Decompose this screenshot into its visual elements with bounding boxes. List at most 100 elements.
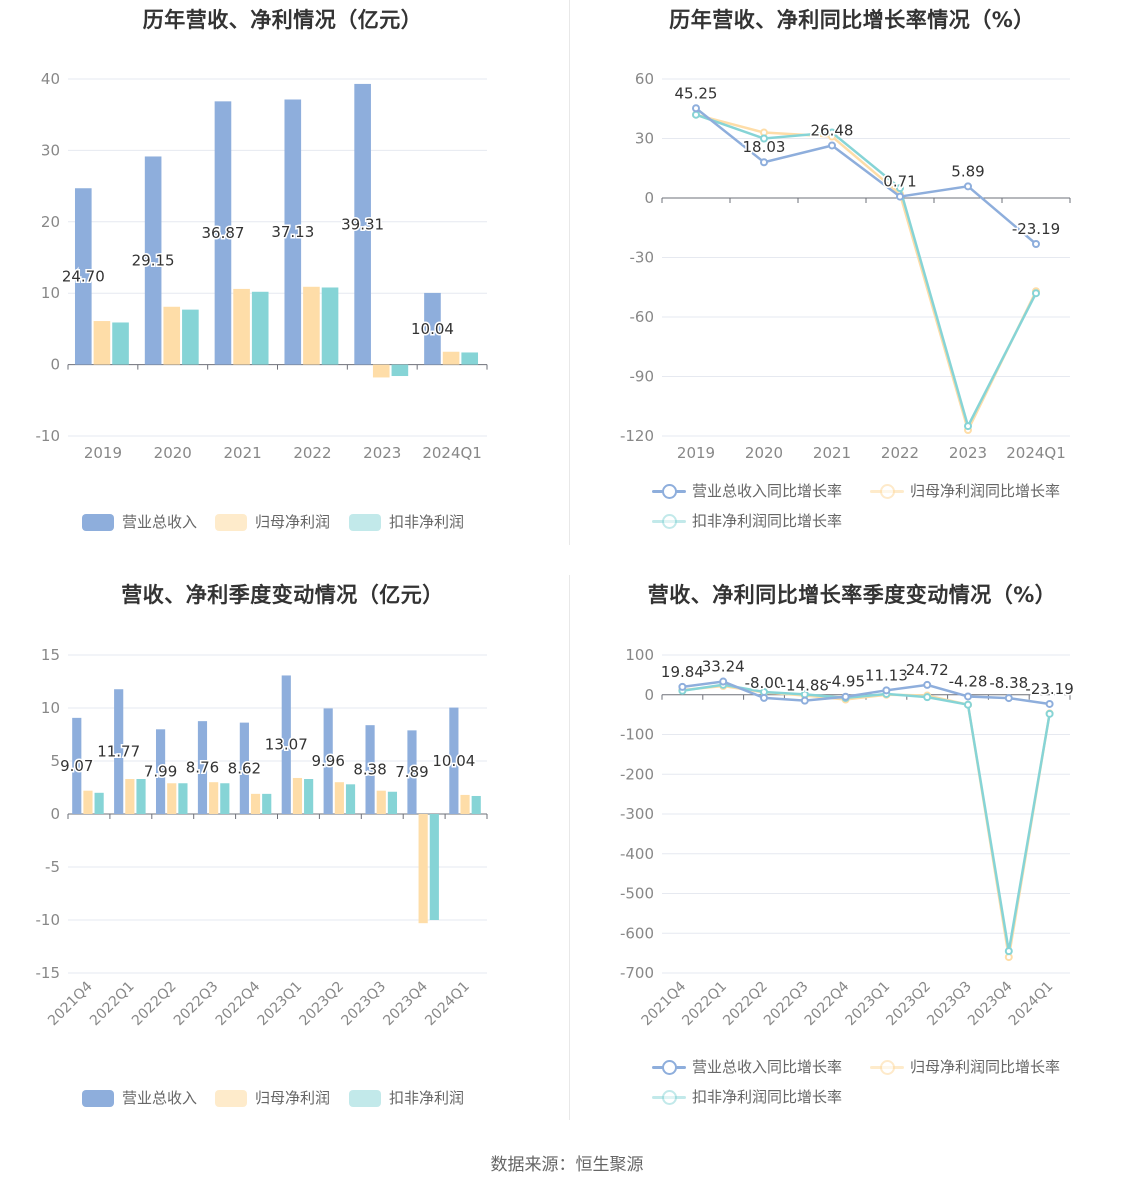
bar bbox=[304, 779, 314, 814]
x-tick-label: 2024Q1 bbox=[422, 444, 482, 462]
chart-legend: 营业总收入同比增长率 归母净利润同比增长率 扣非净利润同比增长率 bbox=[570, 1056, 1134, 1116]
y-tick-label: -30 bbox=[630, 249, 655, 267]
data-label: 11.13 bbox=[865, 666, 908, 684]
series-line bbox=[695, 113, 1038, 434]
legend-item-revenue[interactable]: 营业总收入 bbox=[82, 511, 197, 532]
legend-item-net-profit-growth[interactable]: 归母净利润同比增长率 bbox=[870, 1056, 1060, 1077]
legend-item-deducted-profit[interactable]: 扣非净利润 bbox=[349, 1087, 464, 1108]
chart-legend: 营业总收入同比增长率 归母净利润同比增长率 扣非净利润同比增长率 bbox=[570, 480, 1134, 540]
bar bbox=[449, 707, 459, 814]
legend-item-revenue[interactable]: 营业总收入 bbox=[82, 1087, 197, 1108]
y-tick-label: 100 bbox=[625, 646, 654, 664]
data-label: 9.96 bbox=[311, 752, 344, 770]
legend-item-deducted-profit[interactable]: 扣非净利润 bbox=[349, 511, 464, 532]
series-line bbox=[682, 684, 1051, 958]
x-tick-label: 2024Q1 bbox=[1006, 444, 1066, 462]
legend-item-revenue-growth[interactable]: 营业总收入同比增长率 bbox=[652, 1056, 842, 1077]
bar bbox=[461, 352, 479, 365]
x-tick-label: 2023Q2 bbox=[883, 979, 934, 1030]
bar bbox=[303, 286, 320, 365]
data-point bbox=[692, 110, 700, 119]
legend-item-net-profit[interactable]: 归母净利润 bbox=[215, 1087, 330, 1108]
data-label: 8.76 bbox=[186, 759, 219, 777]
bar bbox=[442, 351, 460, 365]
legend-item-net-profit-growth[interactable]: 归母净利润同比增长率 bbox=[870, 480, 1060, 501]
bar bbox=[424, 292, 441, 365]
y-tick-label: 0 bbox=[50, 356, 60, 374]
legend-label: 营业总收入同比增长率 bbox=[692, 482, 843, 500]
legend-swatch bbox=[349, 1090, 381, 1107]
y-tick-label: -15 bbox=[36, 964, 61, 982]
bar bbox=[376, 790, 386, 814]
x-tick-label: 2022Q4 bbox=[213, 978, 264, 1029]
bar bbox=[372, 364, 390, 378]
legend-line-icon bbox=[870, 1059, 904, 1076]
data-label: -4.28 bbox=[949, 672, 988, 690]
bar bbox=[387, 791, 398, 814]
data-label: 24.70 bbox=[62, 267, 105, 285]
data-label: 10.04 bbox=[432, 752, 475, 770]
data-point bbox=[760, 134, 768, 143]
x-tick-label: 2022Q3 bbox=[171, 979, 222, 1030]
data-point bbox=[964, 700, 972, 709]
bar bbox=[209, 782, 219, 814]
chart-title: 历年营收、净利情况（亿元） bbox=[142, 8, 423, 32]
legend-line-icon bbox=[652, 513, 686, 530]
data-label: 13.07 bbox=[265, 736, 308, 754]
legend-line-icon bbox=[652, 483, 686, 500]
data-label: -4.95 bbox=[826, 673, 865, 691]
data-point bbox=[896, 192, 904, 201]
y-tick-label: -10 bbox=[36, 427, 61, 445]
annual-growth-rate-chart: 历年营收、净利同比增长率情况（%） -120 -90 -60 -30 0 30 60 2019… bbox=[570, 0, 1134, 545]
data-point bbox=[964, 422, 972, 431]
x-tick-label: 2021 bbox=[223, 444, 261, 462]
bar bbox=[262, 793, 272, 814]
legend-label: 扣非净利润 bbox=[389, 513, 465, 531]
x-tick-label: 2023 bbox=[363, 444, 401, 462]
data-label: 33.24 bbox=[702, 658, 745, 676]
series-line bbox=[682, 683, 1051, 952]
legend-item-deducted-growth[interactable]: 扣非净利润同比增长率 bbox=[652, 1086, 842, 1107]
chart-legend: 营业总收入 归母净利润 扣非净利润 bbox=[0, 511, 565, 533]
data-point bbox=[923, 693, 932, 702]
x-tick-label: 2022Q2 bbox=[720, 979, 771, 1030]
data-label: -23.19 bbox=[1012, 220, 1060, 238]
bar bbox=[365, 725, 375, 814]
data-label: -8.00 bbox=[745, 674, 784, 692]
data-label: 5.89 bbox=[951, 162, 984, 180]
bar bbox=[334, 782, 344, 814]
data-label: 18.03 bbox=[743, 138, 786, 156]
x-tick-label: 2024Q1 bbox=[422, 979, 473, 1030]
bar bbox=[471, 795, 481, 814]
legend-swatch bbox=[82, 1090, 114, 1107]
x-tick-label: 2021Q4 bbox=[45, 978, 96, 1029]
chart-title: 历年营收、净利同比增长率情况（%） bbox=[669, 8, 1035, 32]
legend-item-deducted-growth[interactable]: 扣非净利润同比增长率 bbox=[652, 510, 842, 531]
legend-swatch bbox=[215, 1090, 247, 1107]
bar bbox=[292, 777, 303, 814]
data-label: 39.31 bbox=[341, 215, 384, 233]
data-point bbox=[678, 682, 687, 691]
bar bbox=[114, 689, 124, 814]
series-line bbox=[695, 107, 1037, 245]
bar bbox=[284, 99, 302, 365]
chart-legend: 营业总收入 归母净利润 扣非净利润 bbox=[0, 1087, 565, 1109]
legend-line-icon bbox=[870, 483, 904, 500]
x-tick-label: 2019 bbox=[677, 444, 715, 462]
bar bbox=[136, 779, 146, 814]
y-tick-label: -5 bbox=[45, 858, 60, 876]
legend-item-net-profit[interactable]: 归母净利润 bbox=[215, 511, 330, 532]
x-tick-label: 2023Q3 bbox=[924, 979, 975, 1030]
y-tick-label: 10 bbox=[41, 699, 60, 717]
legend-item-revenue-growth[interactable]: 营业总收入同比增长率 bbox=[652, 480, 842, 501]
quarterly-growth-rate-chart: 营收、净利同比增长率季度变动情况（%） -700 -600 -500 -400 -300… bbox=[570, 575, 1134, 1120]
vertical-divider bbox=[569, 575, 570, 1120]
bar bbox=[354, 83, 371, 365]
y-tick-label: -700 bbox=[620, 964, 654, 982]
bar bbox=[93, 321, 111, 365]
x-tick-label: 2023Q4 bbox=[965, 978, 1016, 1029]
data-label: 36.87 bbox=[201, 224, 244, 242]
y-tick-label: 0 bbox=[644, 686, 654, 704]
data-point bbox=[841, 692, 850, 701]
x-tick-label: 2023 bbox=[949, 444, 987, 462]
